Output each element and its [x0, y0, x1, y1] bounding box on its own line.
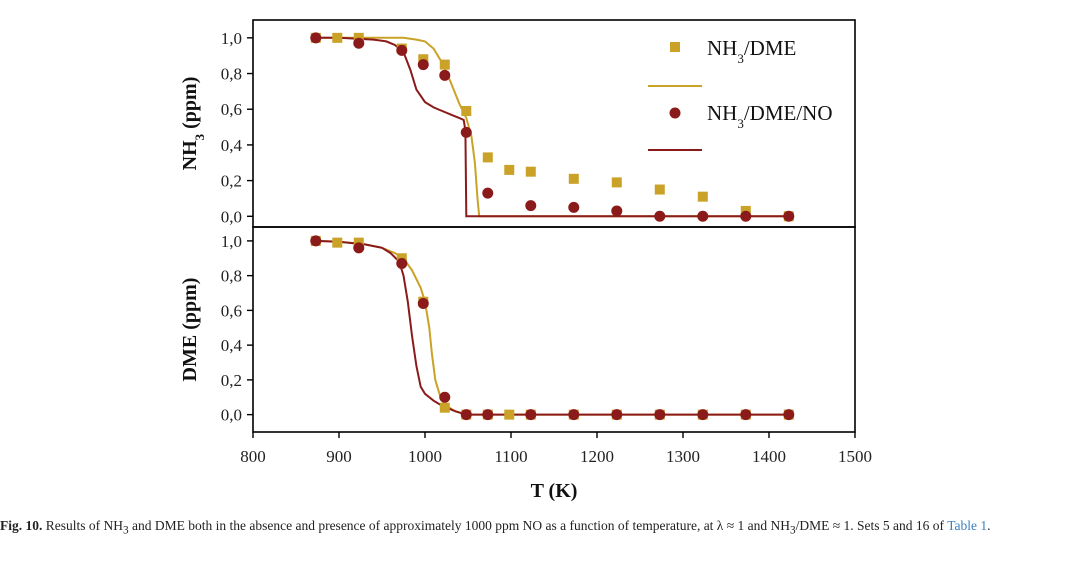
- data-point-nh3-dme: [439, 402, 450, 413]
- y-tick-label: 0,8: [221, 267, 242, 286]
- data-point-nh3-dme: [568, 173, 579, 184]
- data-point-nh3-dme: [482, 152, 493, 163]
- data-point-nh3-dme-no: [611, 205, 623, 217]
- x-tick-label: 1500: [838, 447, 872, 466]
- x-tick-label: 1400: [752, 447, 786, 466]
- x-tick-label: 800: [240, 447, 266, 466]
- nh3-y-axis-title: NH3 (ppm): [179, 77, 207, 171]
- data-point-nh3-dme: [504, 409, 515, 420]
- data-point-nh3-dme: [332, 32, 343, 43]
- caption-sub-2: 3: [790, 524, 796, 537]
- nh3-plot-area: [310, 32, 795, 222]
- x-axis-title: T (K): [531, 480, 578, 502]
- data-point-nh3-dme-no: [353, 242, 365, 254]
- data-point-nh3-dme-no: [568, 201, 580, 213]
- data-point-nh3-dme-no: [654, 210, 666, 222]
- y-tick-label: 1,0: [221, 29, 242, 48]
- data-point-nh3-dme: [439, 59, 450, 70]
- data-point-nh3-dme: [461, 106, 472, 117]
- dme-plot-area: [310, 235, 795, 421]
- y-tick-label: 0,6: [221, 301, 242, 320]
- dme-y-axis-title: DME (ppm): [179, 278, 201, 382]
- data-point-nh3-dme-no: [568, 409, 580, 421]
- data-point-nh3-dme-no: [460, 126, 472, 138]
- chart: 0,00,20,40,60,81,0 NH3 (ppm) 0,00,20,40,…: [179, 19, 872, 502]
- nh3-panel: 0,0 0,2 0,4 0,6 0,8 1,0 NH3 (ppm): [179, 19, 856, 228]
- y-tick-label: 0,4: [221, 336, 243, 355]
- legend-label-nh3-dme-no: NH3/DME/NO: [707, 101, 833, 131]
- x-axis: 800 900 1000 1100 1200 1300 1400 1500: [240, 432, 872, 466]
- data-point-nh3-dme-no: [439, 391, 451, 403]
- table-1-link[interactable]: Table 1: [947, 518, 988, 533]
- y-tick-label: 0,8: [221, 65, 242, 84]
- model-line-nh3-dme-no: [315, 36, 789, 218]
- data-point-nh3-dme: [332, 237, 343, 248]
- legend-marker-nh3-dme: [670, 42, 680, 52]
- caption-text-2: and DME both in the absence and presence…: [128, 518, 791, 533]
- data-point-nh3-dme-no: [417, 297, 429, 309]
- caption-text-3: /DME ≈ 1. Sets 5 and 16 of: [795, 518, 948, 533]
- data-point-nh3-dme-no: [783, 409, 795, 421]
- data-point-nh3-dme: [654, 184, 665, 195]
- y-tick-label: 0,2: [221, 172, 242, 191]
- caption-text-1: Results of NH: [42, 518, 123, 533]
- y-tick-label: 1,0: [221, 232, 242, 251]
- x-tick-label: 900: [326, 447, 352, 466]
- data-point-nh3-dme-no: [525, 409, 537, 421]
- legend-label-nh3-dme: NH3/DME: [707, 36, 796, 66]
- figure-caption: Fig. 10. Results of NH3 and DME both in …: [0, 516, 1062, 541]
- data-point-nh3-dme-no: [611, 409, 623, 421]
- legend-marker-nh3-dme-no: [669, 107, 681, 119]
- caption-sub-1: 3: [123, 524, 129, 537]
- model-line-nh3-dme: [315, 36, 789, 218]
- x-tick-label: 1000: [408, 447, 442, 466]
- x-tick-label: 1300: [666, 447, 700, 466]
- x-tick-label: 1100: [494, 447, 527, 466]
- data-point-nh3-dme-no: [353, 37, 365, 49]
- data-point-nh3-dme: [697, 191, 708, 202]
- data-point-nh3-dme-no: [396, 257, 408, 269]
- data-point-nh3-dme: [611, 177, 622, 188]
- y-tick-label: 0,0: [221, 406, 242, 425]
- dme-panel: 0,0 0,2 0,4 0,6 0,8 1,0 DME (ppm): [179, 226, 856, 433]
- caption-text-4: .: [987, 518, 991, 533]
- data-point-nh3-dme-no: [310, 32, 322, 44]
- data-point-nh3-dme-no: [697, 409, 709, 421]
- y-tick-label: 0,0: [221, 207, 242, 226]
- data-point-nh3-dme: [525, 166, 536, 177]
- data-point-nh3-dme-no: [396, 44, 408, 56]
- y-tick-label: 0,6: [221, 100, 242, 119]
- data-point-nh3-dme: [504, 164, 515, 175]
- y-tick-label: 0,4: [221, 136, 243, 155]
- model-line-nh3-dme-no: [315, 239, 789, 416]
- data-point-nh3-dme-no: [482, 409, 494, 421]
- data-point-nh3-dme-no: [460, 409, 472, 421]
- nh3-y-axis: 0,0 0,2 0,4 0,6 0,8 1,0: [221, 29, 253, 226]
- model-line-nh3-dme: [315, 239, 789, 416]
- y-tick-label: 0,2: [221, 371, 242, 390]
- data-point-nh3-dme-no: [654, 409, 666, 421]
- data-point-nh3-dme-no: [783, 210, 795, 222]
- data-point-nh3-dme-no: [310, 235, 322, 247]
- legend: NH3/DME NH3/DME/NO: [648, 36, 833, 151]
- data-point-nh3-dme-no: [740, 210, 752, 222]
- dme-y-axis: 0,0 0,2 0,4 0,6 0,8 1,0: [221, 232, 253, 425]
- dme-panel-frame: [252, 226, 856, 433]
- data-point-nh3-dme-no: [439, 69, 451, 81]
- data-point-nh3-dme-no: [697, 210, 709, 222]
- data-point-nh3-dme-no: [740, 409, 752, 421]
- figure-label: Fig. 10.: [0, 518, 43, 533]
- data-point-nh3-dme-no: [482, 187, 494, 199]
- data-point-nh3-dme-no: [417, 59, 429, 71]
- data-point-nh3-dme-no: [525, 200, 537, 212]
- x-tick-label: 1200: [580, 447, 614, 466]
